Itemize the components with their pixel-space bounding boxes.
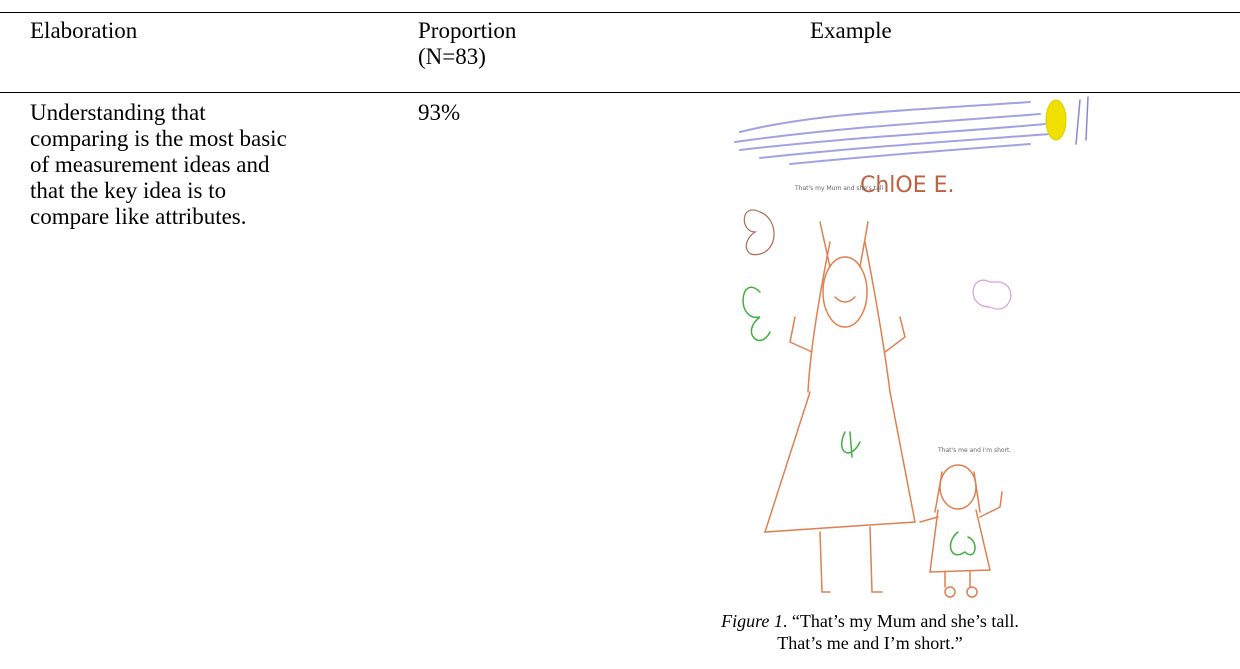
butterflies — [742, 286, 976, 556]
header-cell: Example — [810, 18, 892, 43]
body-cell: Understanding that comparing is the most… — [30, 100, 287, 229]
figure-caption: Figure 1. “That’s my Mum and she’s tall.… — [700, 610, 1040, 654]
caption-text: . “That’s my Mum and she’s tall. That’s … — [777, 611, 1019, 653]
sun — [1045, 99, 1067, 141]
drawing-note: That's me and I'm short. — [937, 447, 1011, 454]
header-rule — [0, 92, 1240, 93]
caption-label: Figure 1 — [721, 611, 783, 631]
sky — [734, 101, 1051, 165]
child-drawing: ChlOE E. That's my Mum and she's tall Th… — [734, 96, 1089, 598]
header-cell: Proportion (N=83) — [418, 18, 517, 69]
mum-figure — [763, 221, 916, 593]
child-figure — [919, 464, 1003, 598]
body-cell: 93% — [418, 100, 461, 125]
drawing-note: That's my Mum and she's tall — [794, 185, 883, 192]
sun-rays — [1075, 96, 1089, 145]
butterfly-pink — [972, 279, 1012, 310]
butterfly-brown — [743, 209, 775, 256]
header-cell: Elaboration — [30, 18, 138, 43]
top-rule — [0, 12, 1240, 13]
drawing-name: ChlOE E. — [860, 173, 955, 198]
